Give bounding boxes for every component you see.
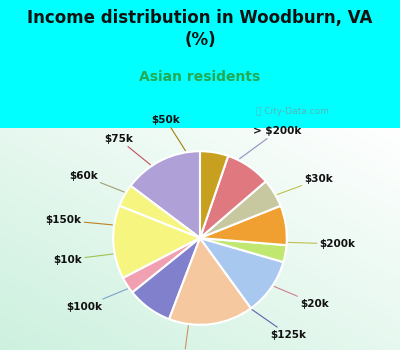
Text: $10k: $10k (54, 254, 113, 265)
Wedge shape (123, 238, 200, 293)
Text: Asian residents: Asian residents (139, 70, 261, 84)
Wedge shape (200, 181, 280, 238)
Text: $150k: $150k (46, 215, 112, 225)
Text: $20k: $20k (274, 286, 329, 308)
Text: $60k: $60k (69, 171, 124, 192)
Text: $30k: $30k (277, 174, 333, 195)
Text: Income distribution in Woodburn, VA
(%): Income distribution in Woodburn, VA (%) (27, 9, 373, 49)
Text: $100k: $100k (66, 289, 128, 312)
Wedge shape (113, 206, 200, 278)
Wedge shape (200, 206, 287, 245)
Text: ⓘ City-Data.com: ⓘ City-Data.com (256, 107, 328, 116)
Wedge shape (132, 238, 200, 319)
Text: $50k: $50k (152, 115, 186, 150)
Wedge shape (200, 156, 266, 238)
Wedge shape (131, 151, 200, 238)
Wedge shape (200, 238, 283, 308)
Wedge shape (169, 238, 251, 325)
Wedge shape (200, 238, 286, 262)
Text: $40k: $40k (170, 326, 199, 350)
Wedge shape (120, 186, 200, 238)
Text: $200k: $200k (288, 239, 356, 249)
Text: $75k: $75k (104, 134, 150, 165)
Text: > $200k: > $200k (240, 126, 302, 159)
Text: $125k: $125k (252, 310, 306, 340)
Wedge shape (200, 151, 228, 238)
